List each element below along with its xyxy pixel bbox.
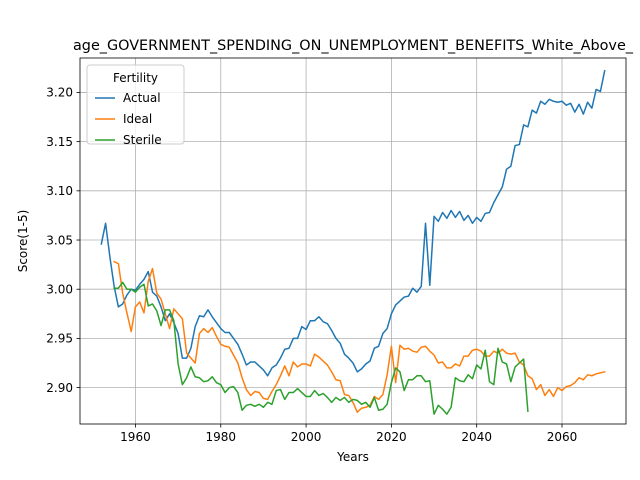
x-tick-label: 1960 [120, 430, 151, 444]
y-tick-label: 3.15 [46, 135, 73, 149]
series-group [100, 69, 606, 415]
legend-box [86, 64, 185, 145]
plot-frame [79, 57, 627, 425]
x-tick-label: 2060 [547, 430, 578, 444]
y-tick-label: 3.10 [46, 184, 73, 198]
legend: Fertility Actual Ideal Sterile [86, 64, 185, 147]
x-tick-label: 1980 [205, 430, 236, 444]
y-axis-label: Score(1-5) [16, 210, 30, 273]
y-tick-label: 3.00 [46, 283, 73, 297]
y-tick-label: 3.05 [46, 233, 73, 247]
legend-label-sterile: Sterile [123, 133, 162, 147]
series-line-ideal [113, 260, 606, 413]
x-axis-label: Years [336, 450, 369, 464]
chart-title: age_GOVERNMENT_SPENDING_ON_UNEMPLOYMENT_… [73, 38, 634, 54]
y-tick-label: 2.90 [46, 381, 73, 395]
series-line-sterile [113, 281, 529, 415]
x-axis-ticks: 1960 1980 2000 2020 2040 2060 [120, 424, 577, 444]
x-tick-label: 2000 [291, 430, 322, 444]
legend-title: Fertility [113, 71, 158, 85]
y-axis-ticks: 2.90 2.95 3.00 3.05 3.10 3.15 3.20 [46, 86, 80, 395]
y-tick-label: 3.20 [46, 86, 73, 100]
series-line-actual [100, 69, 606, 377]
legend-label-actual: Actual [123, 91, 161, 105]
y-tick-label: 2.95 [46, 332, 73, 346]
legend-label-ideal: Ideal [123, 112, 152, 126]
grid [80, 58, 626, 424]
x-tick-label: 2020 [376, 430, 407, 444]
x-tick-label: 2040 [461, 430, 492, 444]
